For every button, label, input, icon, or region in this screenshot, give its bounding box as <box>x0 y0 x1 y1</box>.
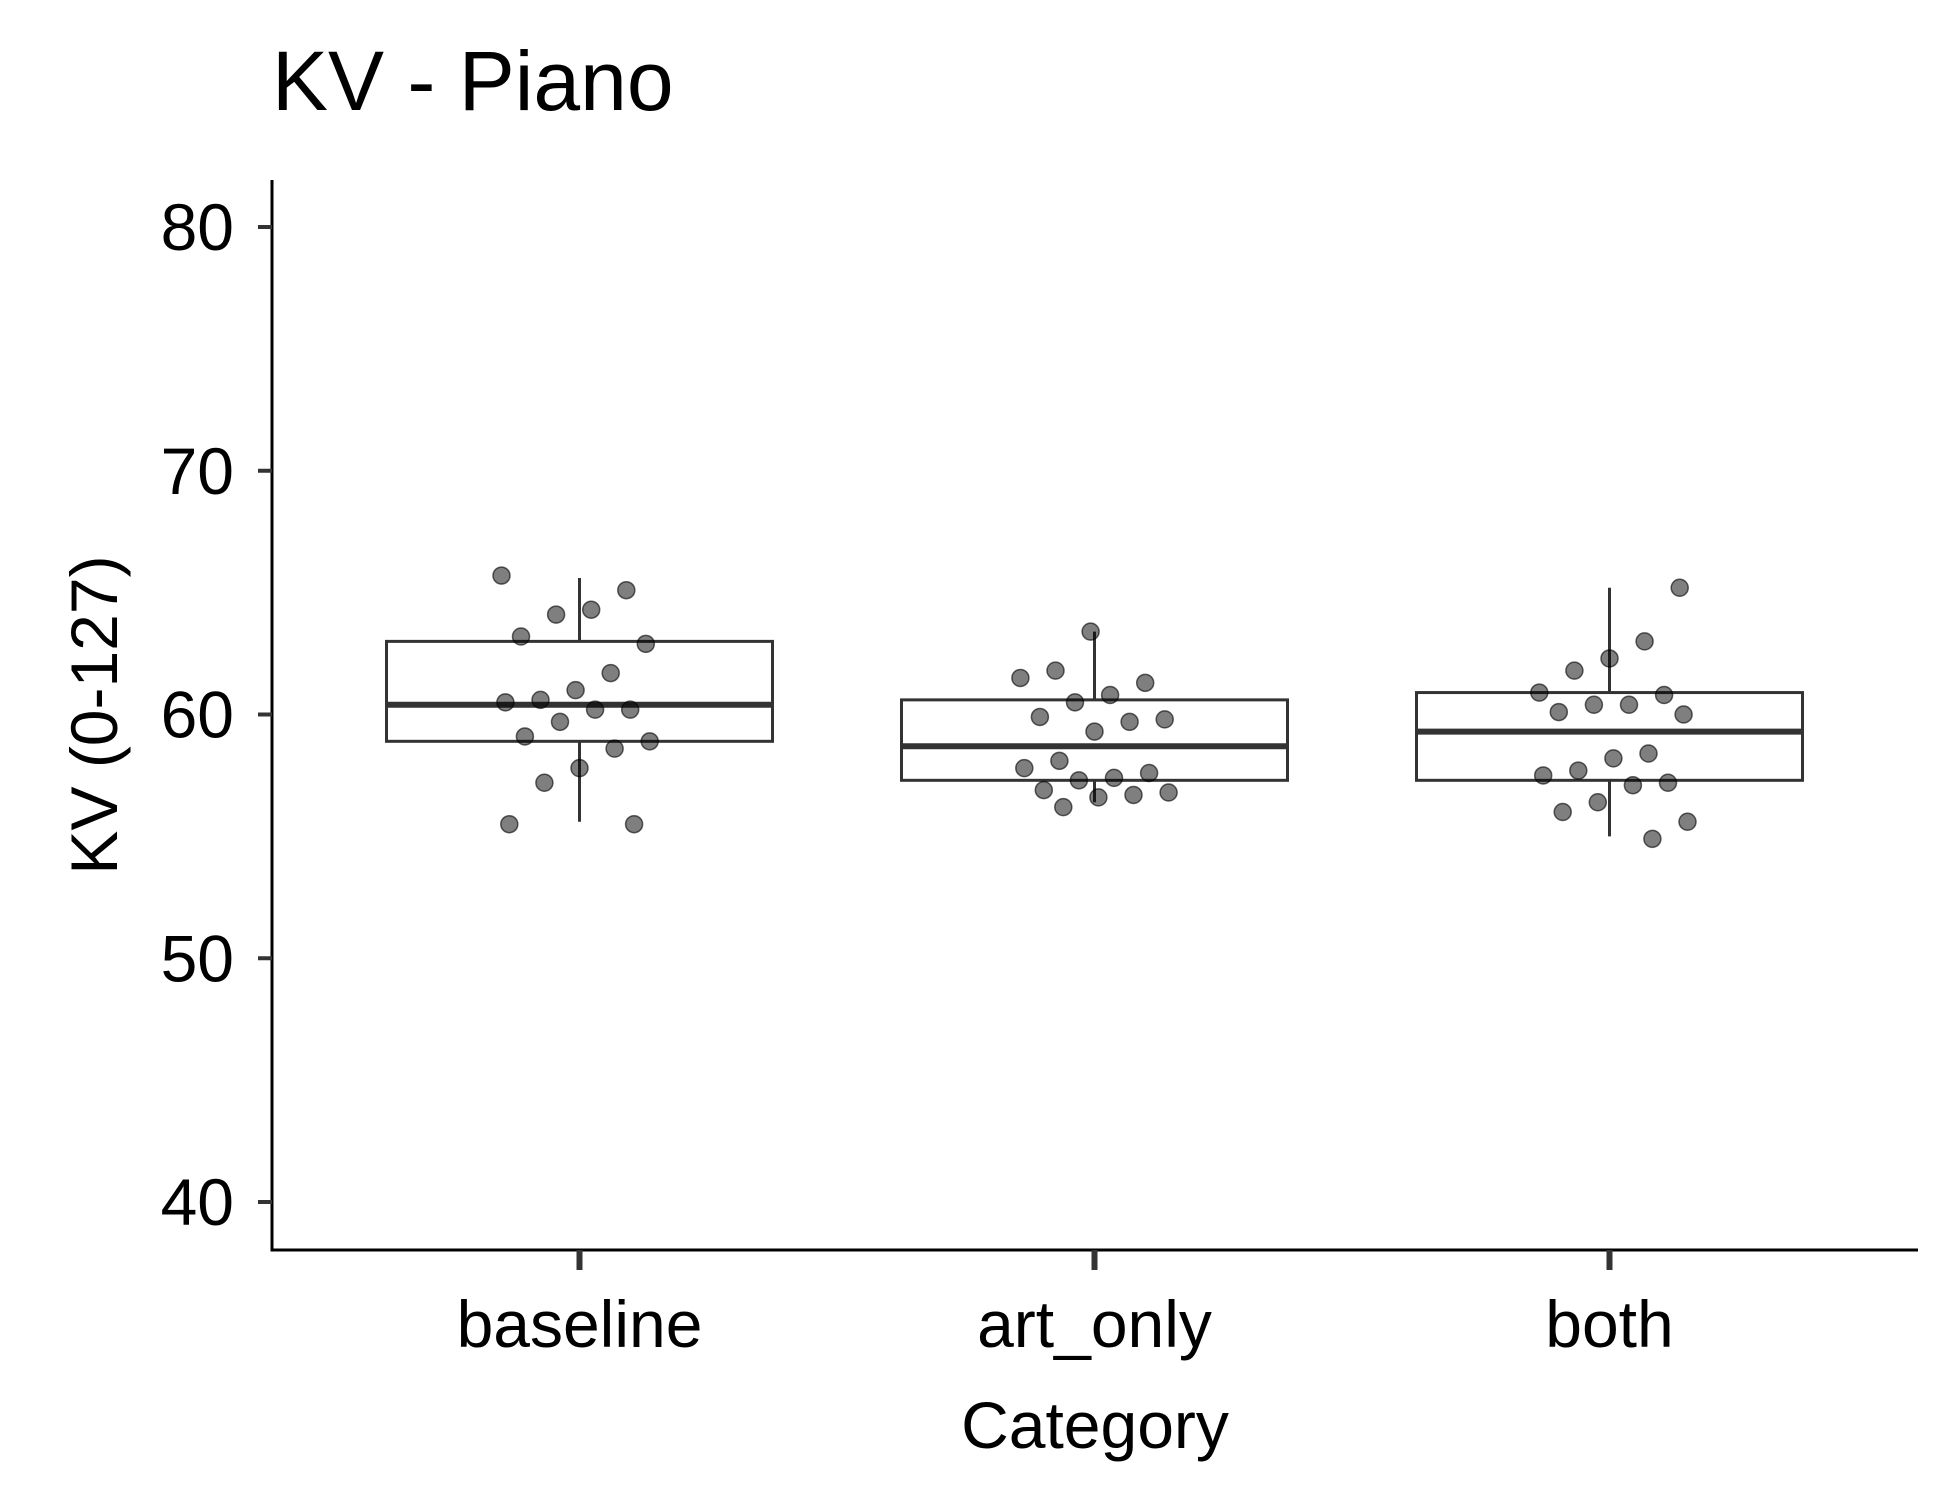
data-point <box>1674 705 1693 724</box>
data-point <box>1085 722 1104 741</box>
box-iqr <box>1415 691 1804 782</box>
points-both <box>1530 578 1697 849</box>
y-tick-label: 60 <box>161 678 234 752</box>
x-axis-title: Category <box>961 1388 1229 1462</box>
data-point <box>1034 780 1054 800</box>
data-point <box>605 739 624 758</box>
data-point <box>566 680 585 700</box>
y-tick-label: 70 <box>161 434 234 508</box>
data-point <box>1623 775 1643 795</box>
box-both <box>1415 587 1804 837</box>
data-point <box>1100 685 1120 705</box>
data-point <box>601 663 620 683</box>
data-point <box>1120 712 1139 732</box>
chart-title: KV - Piano <box>272 34 674 128</box>
data-point <box>636 634 656 654</box>
plot-area <box>385 566 1804 849</box>
data-point <box>1046 661 1065 680</box>
data-point <box>1533 766 1553 785</box>
data-point <box>1658 773 1678 792</box>
data-point <box>1104 768 1124 788</box>
data-point <box>617 580 636 600</box>
data-point <box>1678 812 1697 831</box>
data-point <box>1549 702 1569 722</box>
data-point <box>620 700 640 719</box>
data-point <box>1069 771 1089 790</box>
data-point <box>1081 622 1100 641</box>
x-tick-label-art-only: art_only <box>977 1287 1212 1361</box>
y-tick-label: 80 <box>161 190 234 264</box>
data-point <box>1600 649 1619 668</box>
data-point <box>535 773 554 792</box>
data-point <box>1011 668 1030 688</box>
x-tick-label-baseline: baseline <box>457 1287 703 1361</box>
data-point <box>1639 744 1658 763</box>
data-point <box>1030 707 1050 727</box>
data-point <box>1065 693 1085 712</box>
data-point <box>1588 793 1608 812</box>
data-point <box>570 758 589 778</box>
data-point <box>585 700 605 719</box>
data-point <box>1155 710 1174 729</box>
data-point <box>1670 578 1689 597</box>
points-baseline <box>492 566 659 834</box>
x-axis-ticks: baseline art_only both <box>457 1250 1674 1361</box>
data-point <box>1050 751 1069 771</box>
data-point <box>550 712 570 732</box>
data-point <box>1530 683 1549 702</box>
data-point <box>1553 802 1572 822</box>
data-point <box>531 690 550 710</box>
data-point <box>1643 829 1662 849</box>
data-point <box>1159 783 1178 802</box>
box-baseline <box>385 578 774 822</box>
data-point <box>1569 761 1588 780</box>
data-point <box>1054 797 1073 817</box>
data-point <box>1635 632 1654 651</box>
data-point <box>515 727 535 746</box>
data-point <box>1654 685 1674 705</box>
points-art-only <box>1011 622 1178 817</box>
data-point <box>1124 785 1143 805</box>
data-point <box>1584 695 1604 714</box>
data-point <box>1604 749 1623 768</box>
data-point <box>546 605 566 624</box>
data-point <box>492 566 511 585</box>
y-tick-label: 40 <box>161 1165 234 1239</box>
data-point <box>624 814 644 834</box>
y-tick-label: 50 <box>161 921 234 995</box>
box-art-only <box>900 631 1289 803</box>
data-point <box>1015 758 1034 778</box>
data-point <box>1565 661 1584 680</box>
data-point <box>1089 788 1108 807</box>
x-tick-label-both: both <box>1545 1287 1673 1361</box>
y-axis-title: KV (0-127) <box>57 555 131 874</box>
y-axis-ticks: 40 50 60 70 80 <box>161 190 272 1239</box>
data-point <box>1139 763 1159 783</box>
data-point <box>511 627 531 646</box>
data-point <box>496 693 515 712</box>
data-point <box>1135 673 1155 693</box>
data-point <box>581 600 601 619</box>
data-point <box>640 732 659 751</box>
data-point <box>1619 695 1639 714</box>
data-point <box>500 814 519 834</box>
